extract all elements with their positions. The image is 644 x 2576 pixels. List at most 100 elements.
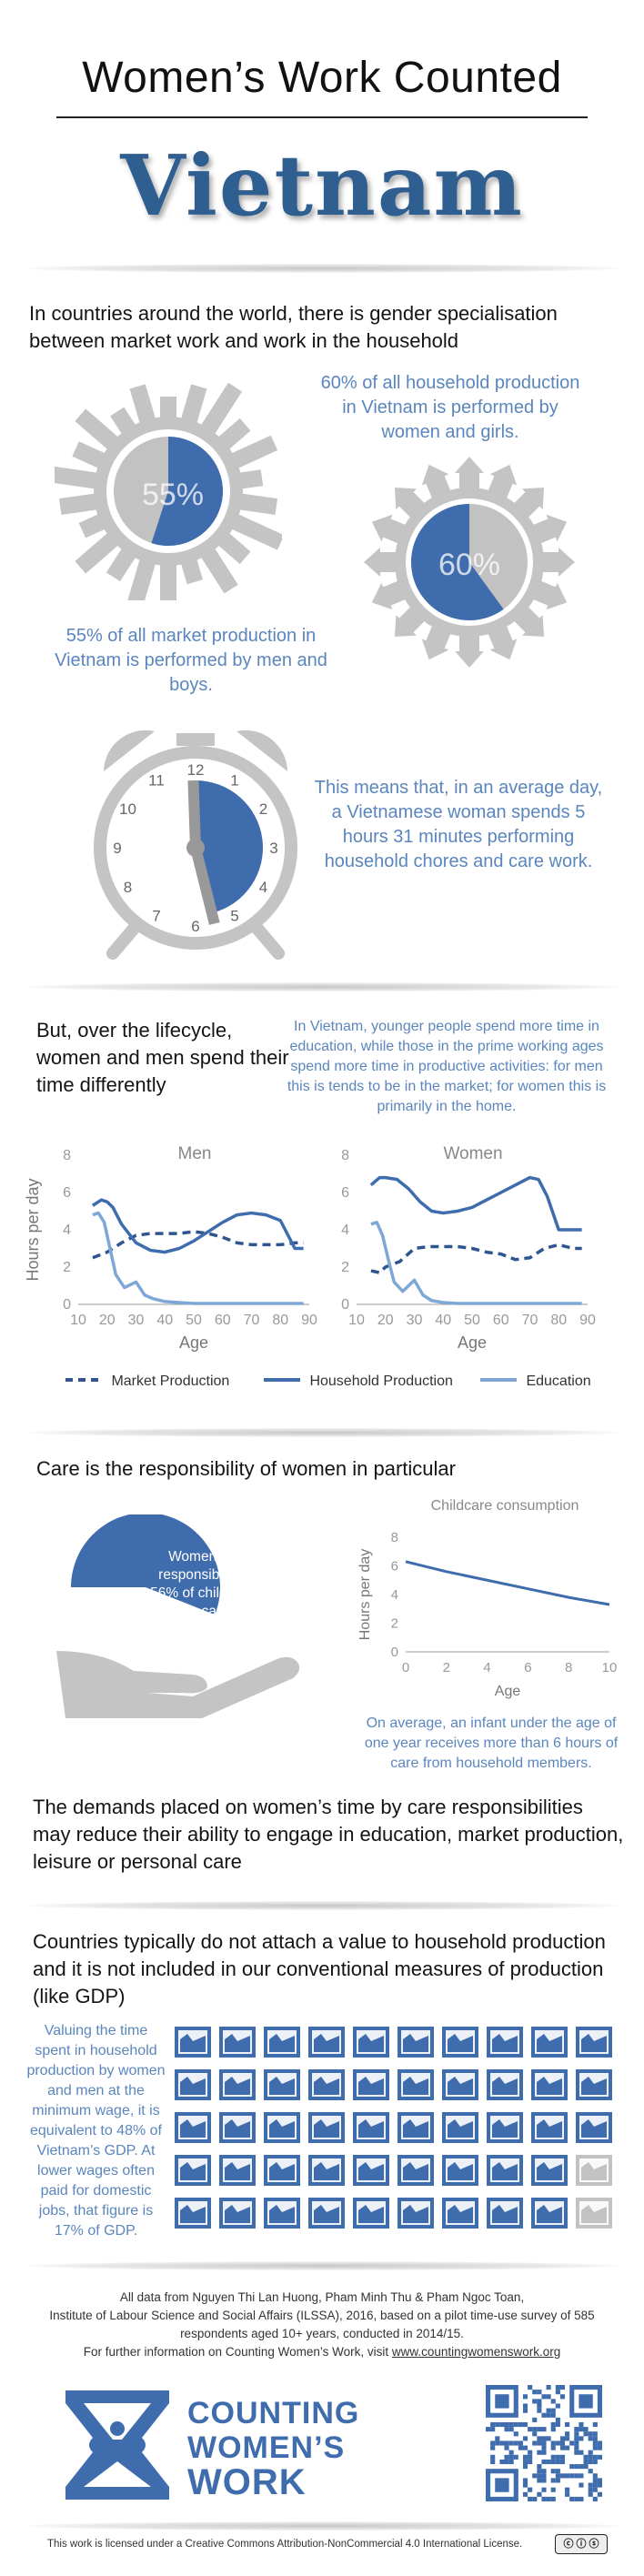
household-production-line [369,1175,582,1232]
waffle-cell-icon [531,2198,568,2229]
household-production-pie: 60% [364,457,575,668]
waffle-cell-icon [442,2069,478,2100]
waffle-cell-icon [397,2198,434,2229]
waffle-cell-icon [308,2069,345,2100]
y-tick-label: 8 [391,1530,398,1545]
source-line-2: Institute of Labour Science and Social A… [49,2309,595,2322]
x-axis-label: Age [458,1333,487,1352]
infant-care-text: On average, an infant under the age of o… [364,1716,619,1771]
clock-number: 9 [113,840,121,857]
waffle-cell-icon [576,2027,612,2058]
waffle-cell-icon [397,2069,434,2100]
cww-website-link[interactable]: www.countingwomenswork.org [391,2345,561,2359]
waffle-cell-icon [308,2155,345,2186]
section-divider [27,264,619,273]
care-pie-slice [71,1514,220,1615]
lifecycle-note: In Vietnam, younger people spend more ti… [287,1019,607,1114]
waffle-cell-icon [531,2069,568,2100]
legend-market-label: Market Production [111,1374,230,1389]
x-tick-label: 4 [483,1660,490,1675]
clock-number: 6 [191,918,199,935]
source-note: All data from Nguyen Thi Lan Huong, Pham… [18,2289,626,2361]
market-pie-slice [151,437,223,546]
x-tick-label: 10 [348,1313,365,1328]
page-title: Women’s Work Counted [82,54,562,102]
waffle-cell-icon [531,2155,568,2186]
waffle-cell-icon [175,2198,211,2229]
x-tick-label: 70 [244,1313,260,1328]
household-pie-label: 60% [438,548,500,582]
x-tick-label: 40 [156,1313,173,1328]
logo-line-1: COUNTING [187,2396,360,2430]
building-icon [160,397,176,420]
women-lifecycle-chart: 02468102030405060708090WomenAgeHours per… [341,1144,596,1352]
clock-number: 12 [187,761,205,779]
waffle-cell-icon [397,2155,434,2186]
x-tick-label: 40 [435,1313,451,1328]
waffle-cell-icon [397,2027,434,2058]
building-icon [216,418,251,451]
waffle-cell-icon [175,2027,211,2058]
y-tick-label: 2 [341,1260,349,1275]
section3-heading: Care is the responsibility of women in p… [36,1457,456,1480]
y-tick-label: 8 [341,1148,349,1163]
clock-number: 4 [259,879,267,896]
waffle-cell-icon [576,2112,612,2143]
waffle-cell-icon [219,2112,256,2143]
clock-number: 5 [230,907,238,924]
building-icon [72,441,107,469]
source-line-3: respondents aged 10+ years, conducted in… [180,2327,464,2340]
building-icon [160,562,176,600]
building-icon [199,546,238,594]
house-icon [513,487,545,518]
x-tick-label: 10 [70,1313,86,1328]
building-icon [75,408,120,451]
hand-icon [56,1651,300,1718]
source-line-4: For further information on Counting Wome… [83,2345,389,2359]
section-divider [27,1428,619,1437]
building-icon [236,493,278,515]
legend-education-label: Education [526,1374,591,1389]
building-icon [129,384,156,426]
chart-title: Men [178,1144,212,1163]
x-axis-label: Age [179,1333,208,1352]
clock-stat-text: This means that, in an average day, a Vi… [314,778,603,871]
x-tick-label: 80 [550,1313,567,1328]
cc-license-badge-icon[interactable]: ⓒ ⓘ ⓢ [555,2534,608,2554]
source-line-1: All data from Nguyen Thi Lan Huong, Pham… [119,2290,525,2304]
x-tick-label: 20 [377,1313,394,1328]
waffle-cell-icon [576,2155,612,2186]
waffle-cell-icon [353,2112,389,2143]
legend-household-label: Household Production [309,1374,453,1389]
waffle-cell-icon [308,2027,345,2058]
section-divider [27,1901,619,1910]
clock-time-sector [196,780,263,913]
x-tick-label: 50 [186,1313,202,1328]
y-tick-label: 0 [341,1297,349,1313]
section1-heading: In countries around the world, there is … [29,302,558,352]
waffle-cell-icon [576,2198,612,2229]
building-icon [229,513,282,550]
y-tick-label: 4 [63,1223,71,1238]
waffle-cell-icon [487,2069,523,2100]
waffle-cell-icon [442,2112,478,2143]
waffle-cell-icon [264,2112,300,2143]
x-tick-label: 60 [215,1313,231,1328]
section-divider [27,982,619,991]
waffle-cell-icon [219,2155,256,2186]
waffle-cell-icon [219,2198,256,2229]
y-tick-label: 2 [391,1616,398,1632]
waffle-cell-icon [308,2198,345,2229]
building-icon [180,557,203,585]
waffle-cell-icon [264,2198,300,2229]
building-icon [229,435,278,469]
market-stat-text: 55% of all market production in Vietnam … [55,626,327,695]
qr-code-icon[interactable] [486,2385,602,2501]
building-icon [199,382,243,437]
x-tick-label: 2 [443,1660,450,1675]
waffle-cell-icon [175,2069,211,2100]
household-pie-slice [410,504,504,620]
waffle-cell-icon [219,2069,256,2100]
clock-number: 7 [152,907,160,924]
